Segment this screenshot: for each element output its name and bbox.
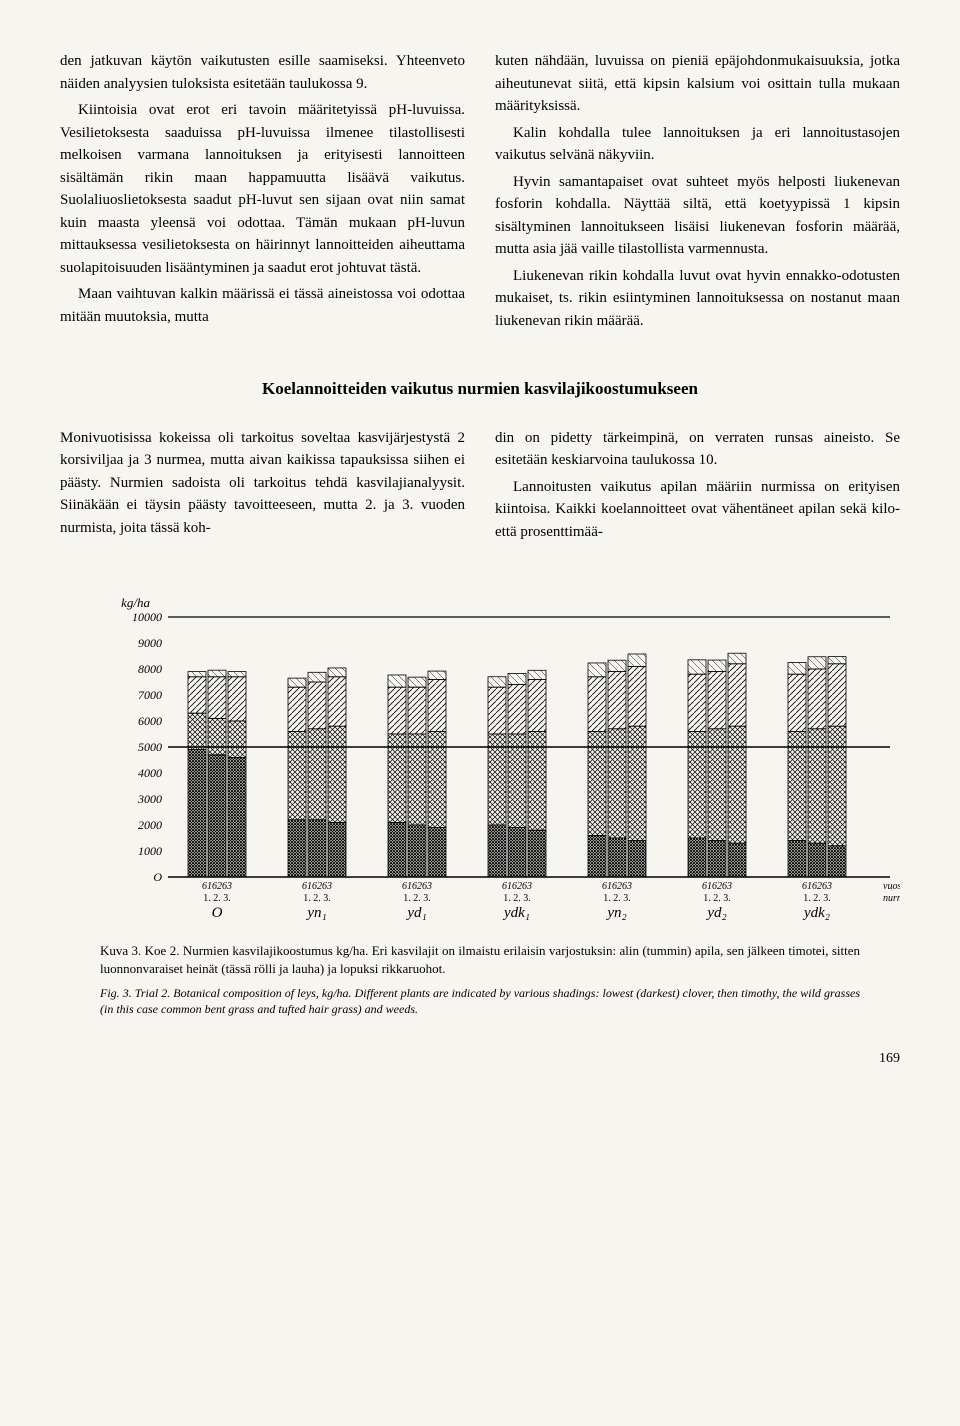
paragraph-columns-2: Monivuotisissa kokeissa oli tarkoitus so… — [60, 427, 900, 548]
para: din on pidetty tärkeimpinä, on verraten … — [495, 427, 900, 472]
svg-text:O: O — [212, 905, 223, 921]
svg-text:10000: 10000 — [132, 610, 162, 624]
svg-text:yd₁: yd₁ — [405, 905, 426, 921]
chart-svg: kg/ha O 1000 2000 3000 4000 5000 6000 7000 8000 90… — [100, 587, 900, 927]
svg-text:ydk₂: ydk₂ — [802, 905, 830, 921]
column-left-2: Monivuotisissa kokeissa oli tarkoitus so… — [60, 427, 465, 548]
para: Monivuotisissa kokeissa oli tarkoitus so… — [60, 427, 465, 540]
section-heading: Koelannoitteiden vaikutus nurmien kasvil… — [60, 376, 900, 402]
para: kuten nähdään, luvuissa on pieniä epäjoh… — [495, 50, 900, 118]
para: Maan vaihtuvan kalkin määrissä ei tässä … — [60, 283, 465, 328]
svg-text:616263: 616263 — [302, 881, 332, 892]
svg-text:yd₂: yd₂ — [705, 905, 726, 921]
para: Liukenevan rikin kohdalla luvut ovat hyv… — [495, 265, 900, 333]
svg-text:1. 2. 3.: 1. 2. 3. — [703, 893, 731, 904]
svg-text:616263: 616263 — [702, 881, 732, 892]
svg-text:5000: 5000 — [138, 740, 162, 754]
svg-text:616263: 616263 — [602, 881, 632, 892]
page-number: 169 — [60, 1048, 900, 1069]
para: Lannoitusten vaikutus apilan määriin nur… — [495, 476, 900, 544]
figure-caption-fi: Kuva 3. Koe 2. Nurmien kasvilajikoostumu… — [100, 942, 860, 978]
para: den jatkuvan käytön vaikutusten esille s… — [60, 50, 465, 95]
svg-text:3000: 3000 — [137, 792, 162, 806]
svg-text:1. 2. 3.: 1. 2. 3. — [203, 893, 231, 904]
svg-text:1. 2. 3.: 1. 2. 3. — [603, 893, 631, 904]
svg-text:1. 2. 3.: 1. 2. 3. — [803, 893, 831, 904]
svg-text:1. 2. 3.: 1. 2. 3. — [303, 893, 331, 904]
figure-caption-en: Fig. 3. Trial 2. Botanical composition o… — [100, 986, 860, 1017]
svg-text:4000: 4000 — [138, 766, 162, 780]
svg-text:vuosi: vuosi — [883, 881, 900, 892]
svg-text:kg/ha: kg/ha — [121, 595, 150, 610]
svg-text:yn₂: yn₂ — [605, 905, 626, 921]
svg-text:616263: 616263 — [402, 881, 432, 892]
svg-text:O: O — [153, 870, 162, 884]
svg-text:7000: 7000 — [138, 688, 162, 702]
para: Kiintoisia ovat erot eri tavoin määritet… — [60, 99, 465, 279]
svg-text:8000: 8000 — [138, 662, 162, 676]
svg-text:ydk₁: ydk₁ — [502, 905, 530, 921]
svg-text:yn₁: yn₁ — [305, 905, 326, 921]
svg-text:616263: 616263 — [802, 881, 832, 892]
svg-text:6000: 6000 — [138, 714, 162, 728]
svg-text:2000: 2000 — [138, 818, 162, 832]
svg-text:616263: 616263 — [202, 881, 232, 892]
svg-text:616263: 616263 — [502, 881, 532, 892]
para: Kalin kohdalla tulee lannoituksen ja eri… — [495, 122, 900, 167]
svg-text:1. 2. 3.: 1. 2. 3. — [503, 893, 531, 904]
svg-text:1. 2. 3.: 1. 2. 3. — [403, 893, 431, 904]
bar-chart: kg/ha O 1000 2000 3000 4000 5000 6000 7000 8000 90… — [100, 587, 900, 927]
svg-text:nurmi: nurmi — [883, 893, 900, 904]
column-right-2: din on pidetty tärkeimpinä, on verraten … — [495, 427, 900, 548]
column-right-1: kuten nähdään, luvuissa on pieniä epäjoh… — [495, 50, 900, 336]
svg-text:9000: 9000 — [138, 636, 162, 650]
paragraph-columns-1: den jatkuvan käytön vaikutusten esille s… — [60, 50, 900, 336]
column-left-1: den jatkuvan käytön vaikutusten esille s… — [60, 50, 465, 336]
para: Hyvin samantapaiset ovat suhteet myös he… — [495, 171, 900, 261]
svg-text:1000: 1000 — [138, 844, 162, 858]
